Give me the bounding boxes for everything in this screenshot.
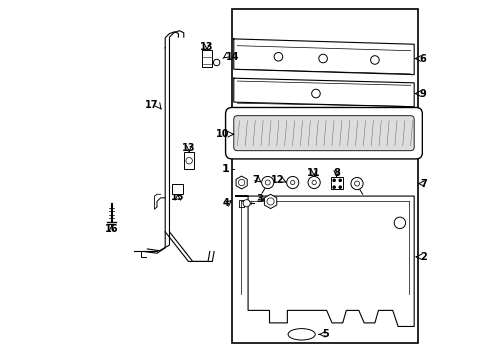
Text: 1: 1	[221, 164, 229, 174]
Text: 11: 11	[307, 168, 320, 178]
Bar	[201, 50, 212, 67]
Bar	[331, 177, 342, 189]
Circle shape	[185, 157, 192, 164]
Bar	[183, 152, 194, 169]
Text: 13: 13	[200, 42, 213, 52]
Bar	[231, 9, 417, 342]
Circle shape	[354, 181, 359, 186]
Text: 6: 6	[419, 54, 426, 64]
Text: 17: 17	[144, 100, 158, 110]
Polygon shape	[233, 39, 413, 75]
Polygon shape	[235, 196, 413, 327]
Circle shape	[311, 180, 316, 185]
Circle shape	[332, 179, 335, 181]
Polygon shape	[233, 78, 413, 107]
Circle shape	[243, 200, 250, 207]
Circle shape	[332, 186, 335, 188]
Text: 7: 7	[420, 179, 427, 189]
Circle shape	[266, 198, 274, 205]
Circle shape	[264, 180, 270, 185]
Text: 3: 3	[256, 194, 263, 203]
Text: 9: 9	[419, 89, 426, 99]
Circle shape	[393, 217, 405, 229]
Bar	[172, 184, 183, 194]
Circle shape	[318, 54, 326, 63]
Polygon shape	[264, 194, 276, 208]
Circle shape	[370, 56, 378, 64]
Circle shape	[290, 180, 294, 185]
FancyBboxPatch shape	[233, 116, 413, 151]
Circle shape	[213, 59, 220, 66]
Circle shape	[339, 186, 341, 188]
Text: 16: 16	[104, 224, 118, 234]
Circle shape	[261, 176, 273, 189]
Circle shape	[350, 177, 363, 190]
Circle shape	[238, 179, 244, 186]
FancyBboxPatch shape	[225, 108, 422, 159]
Text: 7: 7	[252, 175, 259, 185]
Text: 8: 8	[332, 168, 340, 178]
Circle shape	[339, 179, 341, 181]
Circle shape	[311, 89, 320, 98]
Text: 5: 5	[322, 329, 328, 339]
Circle shape	[307, 176, 320, 189]
Text: 14: 14	[225, 52, 239, 62]
Text: 2: 2	[420, 252, 427, 262]
Text: 15: 15	[171, 192, 184, 202]
Circle shape	[286, 176, 298, 189]
Circle shape	[274, 53, 282, 61]
Polygon shape	[236, 176, 247, 189]
Text: 10: 10	[216, 129, 229, 139]
Text: 4: 4	[223, 198, 229, 208]
Text: 12: 12	[270, 175, 284, 185]
Text: 13: 13	[182, 143, 196, 153]
Ellipse shape	[287, 329, 315, 340]
